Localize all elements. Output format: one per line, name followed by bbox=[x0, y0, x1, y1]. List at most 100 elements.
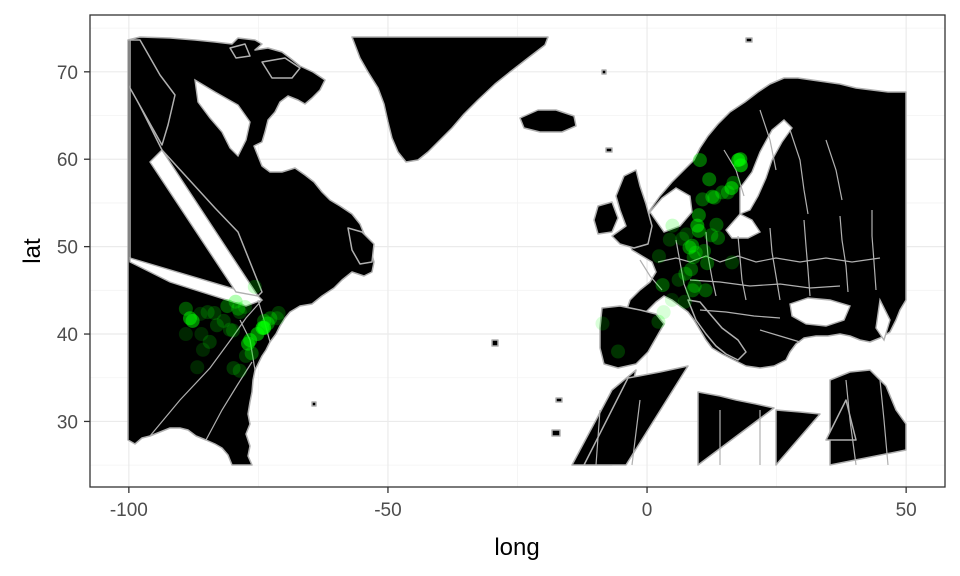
data-point bbox=[695, 192, 710, 207]
y-axis-title: lat bbox=[19, 238, 46, 264]
africa-wedge-3 bbox=[697, 391, 775, 466]
data-point bbox=[247, 279, 262, 294]
data-point bbox=[216, 313, 231, 328]
data-point bbox=[194, 327, 209, 342]
x-tick-label: -100 bbox=[110, 500, 148, 521]
data-point bbox=[711, 230, 726, 245]
middle-east-wedge bbox=[829, 369, 907, 466]
x-tick-label: 0 bbox=[642, 500, 653, 521]
data-point bbox=[195, 342, 210, 357]
italy bbox=[687, 299, 747, 361]
data-point bbox=[702, 172, 717, 187]
data-point bbox=[705, 189, 720, 204]
data-point bbox=[651, 314, 666, 329]
data-point bbox=[677, 294, 692, 309]
iberia bbox=[599, 305, 665, 369]
data-point bbox=[178, 327, 193, 342]
data-point bbox=[724, 181, 739, 196]
data-point bbox=[656, 305, 671, 320]
data-point bbox=[655, 278, 670, 293]
canada-north-wedge bbox=[129, 39, 176, 146]
y-tick-label: 30 bbox=[57, 412, 78, 433]
data-point bbox=[238, 348, 253, 363]
data-point bbox=[687, 278, 702, 293]
data-point bbox=[726, 175, 741, 190]
data-point bbox=[685, 238, 700, 253]
data-point bbox=[725, 255, 740, 270]
data-point bbox=[202, 334, 217, 349]
north-sea bbox=[649, 187, 693, 233]
data-point bbox=[671, 272, 686, 287]
arctic-island-2 bbox=[229, 43, 251, 59]
y-axis: 30 40 50 60 70 bbox=[57, 63, 90, 433]
data-point bbox=[678, 266, 693, 281]
data-point bbox=[226, 323, 241, 338]
data-point bbox=[190, 360, 205, 375]
data-point bbox=[685, 283, 700, 298]
data-point bbox=[733, 152, 748, 167]
great-britain bbox=[611, 169, 653, 249]
data-point bbox=[185, 313, 200, 328]
x-axis: -100 -50 0 50 bbox=[110, 487, 917, 521]
data-point bbox=[704, 228, 719, 243]
data-point bbox=[707, 190, 722, 205]
data-point bbox=[691, 223, 706, 238]
data-point bbox=[697, 244, 712, 258]
data-point bbox=[257, 313, 272, 328]
iceland bbox=[519, 109, 577, 133]
data-point bbox=[220, 299, 235, 314]
data-point bbox=[662, 232, 677, 247]
data-point bbox=[679, 227, 694, 242]
data-point bbox=[209, 318, 224, 333]
black-sea bbox=[789, 297, 851, 327]
data-point bbox=[682, 240, 697, 255]
x-tick-label: -50 bbox=[374, 500, 401, 521]
y-tick-label: 40 bbox=[57, 325, 78, 346]
africa-wedge-2 bbox=[583, 365, 689, 466]
data-point bbox=[691, 208, 706, 223]
x-axis-title: long bbox=[494, 534, 539, 561]
arctic-island bbox=[261, 57, 301, 79]
greenland bbox=[351, 36, 549, 163]
data-point bbox=[611, 344, 626, 359]
data-point bbox=[244, 346, 259, 361]
data-point bbox=[232, 363, 247, 378]
y-tick-label: 60 bbox=[57, 150, 78, 171]
ireland bbox=[593, 201, 619, 235]
data-points bbox=[178, 152, 748, 378]
africa-wedge-4 bbox=[775, 409, 821, 466]
data-point bbox=[595, 316, 610, 331]
data-point bbox=[700, 256, 715, 271]
small-islands bbox=[311, 37, 753, 437]
caspian-sea bbox=[875, 297, 891, 342]
data-point bbox=[207, 306, 222, 321]
data-point bbox=[193, 306, 208, 321]
data-point bbox=[688, 245, 703, 260]
data-point bbox=[692, 153, 707, 168]
data-point bbox=[232, 305, 247, 320]
data-point bbox=[200, 305, 215, 320]
data-point bbox=[271, 306, 286, 321]
data-point bbox=[222, 322, 237, 337]
data-point bbox=[260, 316, 275, 331]
data-point bbox=[257, 320, 272, 335]
data-point bbox=[675, 231, 690, 246]
y-tick-label: 70 bbox=[57, 63, 78, 84]
data-point bbox=[690, 218, 705, 233]
data-point bbox=[686, 250, 701, 265]
us-borders bbox=[149, 299, 271, 441]
data-point bbox=[263, 311, 278, 326]
data-point bbox=[665, 218, 680, 233]
data-point bbox=[664, 292, 679, 307]
data-point bbox=[698, 283, 713, 298]
north-america-land bbox=[127, 36, 375, 466]
land-masses bbox=[127, 36, 907, 466]
hudson-bay bbox=[194, 78, 251, 158]
data-point bbox=[237, 299, 252, 314]
baltic-sea bbox=[739, 119, 793, 216]
data-point bbox=[709, 217, 724, 232]
data-point bbox=[228, 294, 243, 309]
wrap-white-diagonal bbox=[149, 148, 260, 297]
data-point bbox=[270, 311, 285, 326]
